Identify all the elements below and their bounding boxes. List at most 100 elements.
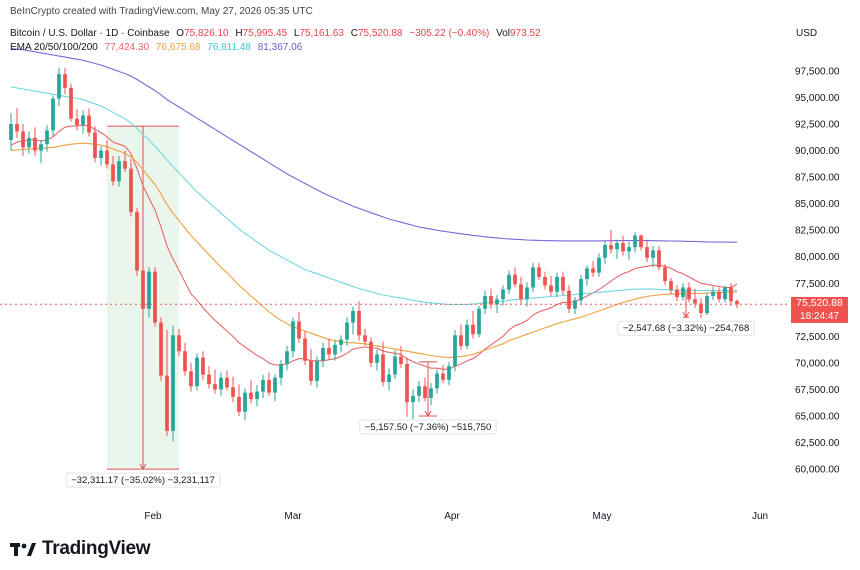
candle-body <box>237 396 241 412</box>
candle <box>411 389 415 420</box>
candle-body <box>147 271 151 309</box>
candle <box>435 369 439 394</box>
candle-body <box>321 348 325 361</box>
candle-body <box>735 301 739 305</box>
candle-body <box>471 324 475 335</box>
symbol-title[interactable]: Bitcoin / U.S. Dollar · 1D · Coinbase <box>10 28 170 39</box>
candle <box>279 359 283 386</box>
candle-body <box>231 387 235 397</box>
candle <box>105 139 109 169</box>
change-value: −305.22 (−0.40%) <box>409 28 490 39</box>
candle-body <box>627 247 631 252</box>
candle <box>465 319 469 350</box>
low-label: L <box>293 28 300 39</box>
candle <box>213 369 217 394</box>
candle <box>573 297 577 315</box>
candle <box>531 263 535 292</box>
candle-body <box>75 118 79 126</box>
candle-body <box>531 267 535 288</box>
candles[interactable] <box>9 67 739 442</box>
candle-body <box>183 351 187 372</box>
candle <box>519 276 523 304</box>
candle <box>579 274 583 305</box>
candle <box>651 246 655 268</box>
candle-body <box>723 287 727 300</box>
candle-body <box>663 267 667 282</box>
candle-body <box>465 324 469 346</box>
candle-body <box>15 124 19 132</box>
candle-body <box>81 115 85 126</box>
candle-body <box>717 291 721 300</box>
candle <box>507 270 511 294</box>
candle-body <box>309 360 313 381</box>
candle <box>249 379 253 404</box>
open-value: 75,826.10 <box>184 28 229 39</box>
candle-body <box>339 339 343 345</box>
price-axis[interactable]: 60,000.00 62,500.00 65,000.00 67,500.00 70,0… <box>795 66 840 475</box>
candle-body <box>693 299 697 304</box>
candle-body <box>213 384 217 390</box>
x-tick-label: Apr <box>444 511 460 522</box>
tradingview-logo-icon <box>10 543 36 556</box>
candle <box>315 356 319 388</box>
candle <box>285 345 289 371</box>
candle <box>633 232 637 253</box>
candle <box>417 380 421 403</box>
y-tick-label: 77,500.00 <box>795 279 840 290</box>
candle <box>33 127 37 156</box>
candle <box>159 317 163 381</box>
candle-body <box>381 354 385 383</box>
candle <box>9 113 13 151</box>
candle-body <box>51 98 55 131</box>
candle-body <box>537 267 541 277</box>
candle <box>447 361 451 386</box>
candle-body <box>579 279 583 301</box>
time-axis[interactable]: Feb Mar Apr May Jun <box>144 511 768 522</box>
candle <box>513 267 517 288</box>
candle <box>273 374 277 402</box>
candle-body <box>639 235 643 248</box>
y-tick-label: 65,000.00 <box>795 411 840 422</box>
measure-labels: −32,311.17 (−35.02%) −3,231,117 −5,157.50… <box>65 320 755 488</box>
candle-body <box>555 276 559 292</box>
candle-body <box>375 354 379 363</box>
candle <box>15 108 19 138</box>
candle <box>453 329 457 372</box>
candle <box>717 287 721 303</box>
tradingview-logo[interactable]: TradingView <box>10 538 151 560</box>
candle <box>567 285 571 313</box>
candle <box>675 285 679 302</box>
candle-body <box>27 137 31 148</box>
candle <box>477 305 481 338</box>
candle-body <box>45 130 49 145</box>
candle <box>627 241 631 260</box>
candle-body <box>219 377 223 390</box>
measure-label-2: −2,547.68 (−3.32%) −254,768 <box>623 323 750 334</box>
y-tick-label: 90,000.00 <box>795 146 840 157</box>
candle-body <box>63 74 67 88</box>
candle-body <box>447 366 451 380</box>
ema-legend-label[interactable]: EMA 20/50/100/200 <box>10 42 98 53</box>
y-tick-label: 72,500.00 <box>795 332 840 343</box>
candle <box>225 370 229 391</box>
candle <box>267 372 271 396</box>
y-tick-label: 70,000.00 <box>795 358 840 369</box>
candle <box>405 357 409 418</box>
candle-body <box>189 371 193 387</box>
ema-row: EMA 20/50/100/200 77,424.30 76,675.68 76… <box>10 42 306 53</box>
high-label: H <box>235 28 243 39</box>
candle <box>261 374 265 398</box>
open-label: O <box>176 28 185 39</box>
candle <box>621 235 625 256</box>
candle-body <box>165 375 169 431</box>
candle-body <box>351 310 355 323</box>
ema100-value: 76,811.48 <box>207 42 251 53</box>
y-tick-label: 85,000.00 <box>795 199 840 210</box>
candle <box>615 239 619 259</box>
candle <box>543 271 547 290</box>
candle <box>171 325 175 442</box>
candle <box>153 267 157 327</box>
candle <box>99 146 103 166</box>
candle <box>381 341 385 387</box>
